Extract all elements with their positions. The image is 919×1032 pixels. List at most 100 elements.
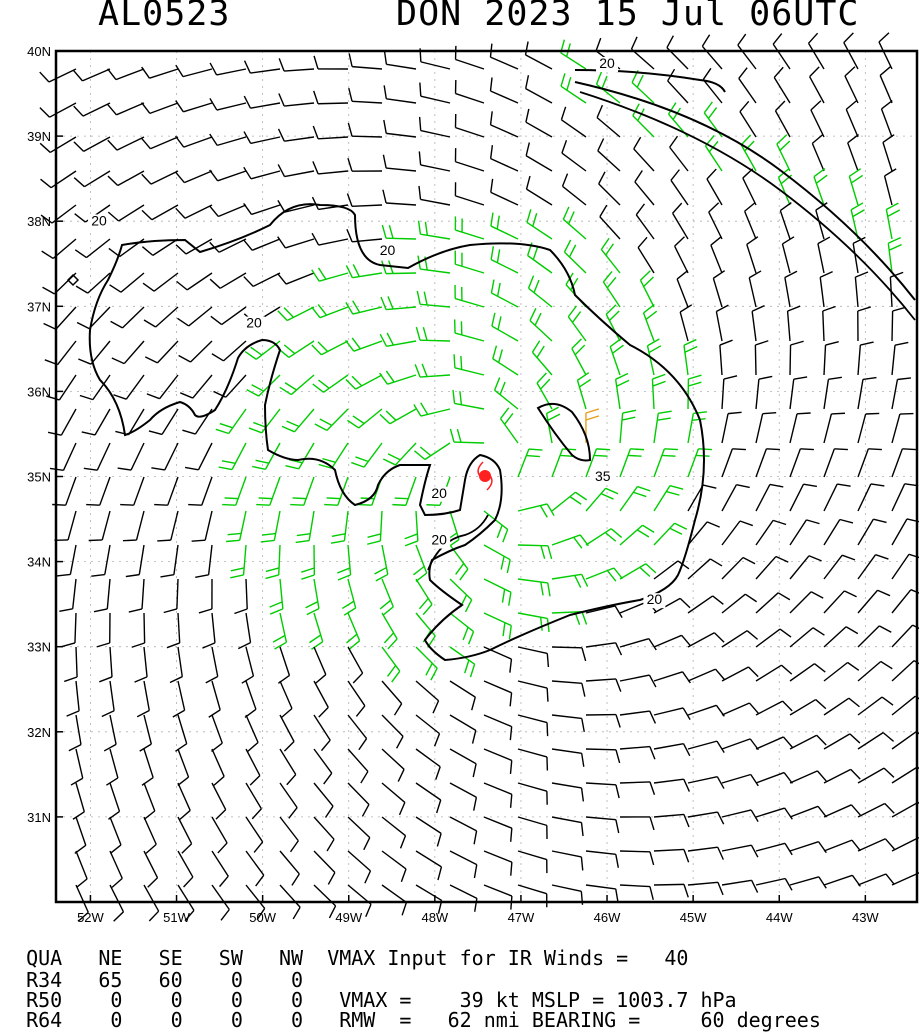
wind-barb	[568, 306, 586, 341]
wind-barb	[40, 69, 76, 82]
wind-barb	[261, 511, 280, 542]
wind-barb	[716, 305, 728, 341]
wind-barb	[824, 698, 859, 715]
wind-barb	[176, 171, 212, 183]
contour-label: 20	[431, 485, 447, 501]
wind-barb	[654, 672, 690, 683]
wind-barb	[111, 307, 144, 328]
wind-barb	[108, 69, 144, 80]
x-tick-label: 48W	[421, 910, 448, 925]
wind-barb	[331, 511, 348, 543]
storm-center	[478, 462, 492, 490]
wind-barb	[484, 613, 511, 639]
wind-barb	[301, 545, 314, 579]
wind-barb	[176, 101, 212, 112]
contour-label: 20	[431, 532, 447, 548]
wind-barb	[620, 782, 654, 795]
wind-barb	[242, 647, 254, 683]
wind-barb	[347, 229, 382, 242]
wind-barb	[185, 443, 212, 470]
wind-barb	[214, 375, 246, 397]
x-tick-label: 50W	[249, 910, 276, 925]
wind-barb	[518, 504, 554, 517]
wind-barb	[450, 851, 477, 878]
wind-barb	[450, 783, 476, 811]
wind-barb	[108, 171, 144, 186]
wind-barb	[518, 749, 547, 770]
wind-barb	[64, 647, 77, 681]
wind-barb	[849, 169, 862, 205]
wind-barb	[688, 412, 707, 443]
wind-barb	[417, 291, 450, 307]
wind-barb	[54, 511, 76, 540]
wind-barb	[774, 67, 790, 103]
wind-barb	[212, 341, 246, 361]
wind-barb	[598, 139, 620, 171]
wind-barb	[382, 613, 397, 649]
wind-barb	[455, 251, 484, 273]
wind-barb	[212, 783, 226, 819]
wind-barb	[210, 273, 246, 288]
wind-barb	[599, 172, 620, 205]
wind-barb	[722, 449, 746, 477]
wind-barb	[382, 817, 406, 848]
wind-barb	[118, 443, 144, 470]
wind-barb	[279, 58, 314, 71]
wind-barb	[226, 511, 246, 541]
contour-label: 20	[647, 591, 663, 607]
wind-barb	[634, 137, 654, 171]
wind-barb	[180, 375, 212, 398]
wind-barb	[892, 307, 906, 341]
wind-barb	[244, 203, 280, 214]
wind-barb	[309, 613, 322, 649]
wind-barb	[495, 378, 518, 409]
wind-barb	[883, 135, 894, 171]
x-tick-label: 46W	[594, 910, 621, 925]
wind-barb	[195, 545, 212, 577]
wind-barb	[654, 779, 689, 791]
wind-barb	[147, 375, 178, 399]
wind-barb	[790, 877, 826, 888]
wind-barb	[526, 143, 552, 171]
wind-barb	[586, 885, 618, 902]
r64-nw: 0	[291, 1008, 303, 1032]
wind-barb	[603, 271, 620, 307]
wind-barb	[157, 511, 178, 541]
wind-barb	[383, 155, 416, 171]
wind-barb	[892, 342, 908, 375]
wind-barb	[244, 167, 280, 179]
wind-barb	[858, 590, 890, 613]
wind-barb	[234, 579, 247, 613]
wind-barb	[179, 341, 212, 362]
wind-barb	[106, 749, 117, 785]
wind-barb	[314, 715, 330, 751]
wind-barb	[314, 817, 334, 851]
wind-barb	[314, 91, 348, 104]
wind-barb	[74, 137, 110, 151]
wind-barb	[892, 378, 911, 409]
wind-barb	[384, 120, 416, 137]
wind-barb	[707, 169, 722, 205]
wind-barb	[722, 775, 758, 786]
wind-barb	[347, 194, 382, 207]
wind-barb	[41, 171, 76, 188]
wind-barb	[638, 237, 654, 273]
wind-barb	[210, 170, 246, 181]
wind-barb	[142, 137, 178, 149]
wind-barb	[756, 413, 776, 443]
wind-barb	[892, 519, 919, 545]
wind-barb	[885, 169, 897, 205]
wind-barb	[123, 511, 144, 541]
wind-barb	[45, 341, 76, 365]
wind-barb	[892, 661, 919, 681]
wind-barb	[380, 579, 393, 615]
wind-barb	[848, 135, 859, 171]
wind-barb	[270, 579, 283, 614]
wind-barb	[42, 239, 76, 258]
wind-barb	[484, 579, 511, 606]
wind-barb	[315, 409, 348, 430]
wind-barb	[143, 273, 178, 291]
wind-barb	[530, 308, 552, 341]
x-tick-label: 51W	[163, 910, 190, 925]
vmax-input-value: 40	[664, 946, 688, 970]
